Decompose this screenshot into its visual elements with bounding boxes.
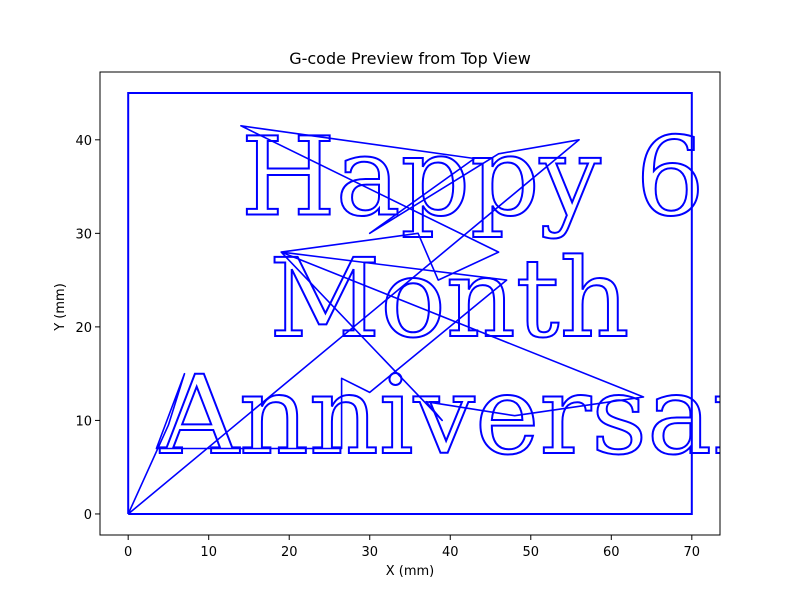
x-tick-label: 40 [442, 545, 459, 560]
x-tick-label: 10 [200, 545, 217, 560]
x-tick-label: 20 [281, 545, 298, 560]
y-tick-label: 40 [75, 134, 92, 149]
toolpath-travel-0 [127, 125, 645, 515]
chart-title: G-code Preview from Top View [289, 49, 531, 68]
plot-frame [99, 71, 721, 536]
x-tick-label: 30 [361, 545, 378, 560]
y-tick-label: 30 [75, 227, 92, 242]
toolpath-border [127, 92, 693, 515]
x-tick-label: 70 [684, 545, 701, 560]
x-tick-label: 60 [603, 545, 620, 560]
x-axis-label: X (mm) [386, 564, 435, 579]
toolpath-text-1: Month [269, 235, 629, 362]
toolpath-text-2: Anniversary [159, 352, 800, 479]
x-tick-label: 50 [523, 545, 540, 560]
toolpath-text-0: Happy 6 [241, 114, 705, 241]
x-tick-label: 0 [124, 545, 132, 560]
y-tick-label: 0 [84, 508, 92, 523]
y-tick-label: 20 [75, 321, 92, 336]
y-tick-label: 10 [75, 414, 92, 429]
y-axis-label: Y (mm) [53, 283, 68, 332]
